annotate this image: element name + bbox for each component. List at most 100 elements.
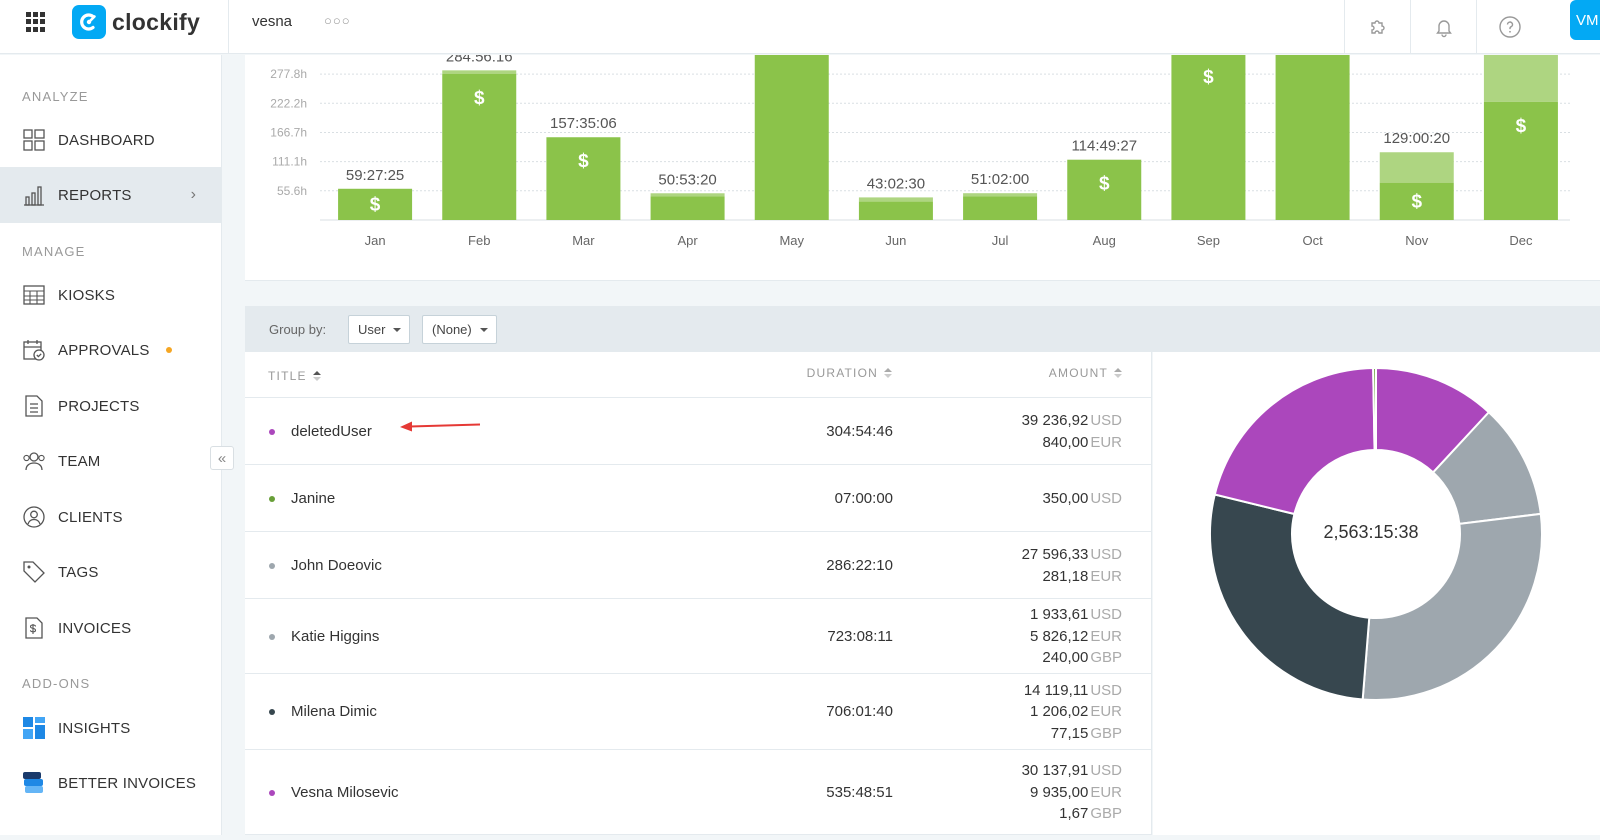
collapse-sidebar-button[interactable]: « bbox=[210, 446, 234, 470]
sidebar-item-approvals[interactable]: APPROVALS bbox=[0, 322, 222, 378]
sidebar-item-team[interactable]: TEAM bbox=[0, 433, 222, 489]
sidebar-item-label: TEAM bbox=[58, 452, 101, 470]
sidebar-item-label: REPORTS bbox=[58, 186, 132, 204]
amount-values: 350,00 USD bbox=[1042, 488, 1122, 510]
currency-code: USD bbox=[1090, 546, 1122, 563]
sidebar-item-label: PROJECTS bbox=[58, 397, 140, 415]
billable-dollar-marker: $ bbox=[1411, 191, 1422, 212]
table-row[interactable]: John Doeovic 286:22:10 27 596,33 USD 281,18 E… bbox=[245, 532, 1152, 599]
sidebar-item-insights[interactable]: INSIGHTS bbox=[0, 700, 222, 756]
bar-billable-segment bbox=[858, 201, 933, 220]
amount-line: 350,00 USD bbox=[1042, 488, 1122, 510]
duration-value: 304:54:46 bbox=[826, 422, 893, 440]
bar-billable-segment bbox=[963, 196, 1038, 220]
bar-billable-segment bbox=[754, 55, 829, 220]
donut-slice[interactable] bbox=[1372, 366, 1377, 452]
sidebar-item-dashboard[interactable]: DASHBOARD bbox=[0, 112, 222, 168]
sidebar-item-label: BETTER INVOICES bbox=[58, 774, 197, 792]
amount-values: 27 596,33 USD 281,18 EUR bbox=[1022, 544, 1122, 587]
currency-code: EUR bbox=[1090, 433, 1122, 451]
bar-nonbillable-segment bbox=[1379, 152, 1454, 183]
bar-data-label: 43:02:30 bbox=[867, 175, 925, 192]
table-row[interactable]: Milena Dimic 706:01:40 14 119,11 USD 1 206,0… bbox=[245, 674, 1152, 750]
bar-nonbillable-segment bbox=[1483, 55, 1558, 102]
bar-data-label: 51:02:00 bbox=[971, 171, 1029, 188]
group-by-bar: Group by: User (None) bbox=[245, 306, 1600, 352]
workspace-divider bbox=[228, 0, 229, 54]
apps-grid-icon[interactable] bbox=[26, 12, 46, 32]
sidebar-item-reports[interactable]: REPORTS › bbox=[0, 167, 222, 223]
workspace-more-button[interactable]: ○○○ bbox=[324, 13, 351, 28]
clockify-logo[interactable]: clockify bbox=[72, 5, 200, 39]
table-row[interactable]: Vesna Milosevic 535:48:51 30 137,91 USD 9 93… bbox=[245, 750, 1152, 835]
help-icon bbox=[1498, 16, 1521, 38]
sidebar-item-label: INSIGHTS bbox=[58, 719, 131, 737]
donut-chart bbox=[1209, 366, 1543, 701]
table-row[interactable]: deletedUser 304:54:46 39 236,92 USD 840,00 EU… bbox=[245, 398, 1152, 465]
group-by-label: Group by: bbox=[269, 322, 327, 337]
donut-slice[interactable] bbox=[1209, 493, 1371, 701]
amount-column-header[interactable]: AMOUNT bbox=[1049, 366, 1122, 380]
bar-billable-segment bbox=[1171, 55, 1246, 220]
bar-data-label: 59:27:25 bbox=[346, 167, 404, 184]
notifications-button[interactable] bbox=[1410, 0, 1476, 54]
sidebar-item-label: APPROVALS bbox=[58, 341, 150, 359]
amount-line: 5 826,12 EUR bbox=[1030, 626, 1122, 648]
billable-dollar-marker: $ bbox=[1099, 174, 1110, 195]
team-icon bbox=[22, 449, 46, 473]
group-by-none-dropdown[interactable]: (None) bbox=[422, 315, 497, 344]
better-invoices-icon bbox=[22, 771, 46, 795]
y-tick-label: 111.1h bbox=[272, 155, 307, 169]
currency-code: USD bbox=[1090, 681, 1122, 699]
user-name: Milena Dimic bbox=[291, 703, 377, 720]
x-tick-label: Jul bbox=[992, 233, 1009, 248]
sort-icon bbox=[312, 371, 321, 381]
x-tick-label: Jan bbox=[365, 233, 386, 248]
sort-icon bbox=[1114, 368, 1122, 378]
donut-slice[interactable] bbox=[1361, 512, 1543, 701]
projects-icon bbox=[22, 394, 46, 418]
duration-value: 07:00:00 bbox=[834, 489, 893, 507]
workspace-name[interactable]: vesna bbox=[252, 13, 293, 30]
x-tick-label: Jun bbox=[885, 233, 906, 248]
sidebar-item-invoices[interactable]: INVOICES bbox=[0, 600, 222, 656]
approvals-badge-dot bbox=[165, 347, 172, 353]
group-by-user-dropdown[interactable]: User bbox=[348, 315, 410, 344]
duration-value: 535:48:51 bbox=[826, 783, 893, 801]
user-color-dot bbox=[269, 495, 275, 502]
section-manage: MANAGE bbox=[22, 244, 86, 259]
amount-value: 27 596,33 bbox=[1021, 546, 1089, 563]
sidebar-item-better-invoices[interactable]: BETTER INVOICES bbox=[0, 755, 222, 811]
sidebar-item-label: INVOICES bbox=[58, 619, 132, 637]
user-avatar[interactable]: VM bbox=[1570, 0, 1600, 40]
donut-slice[interactable] bbox=[1213, 367, 1376, 516]
x-tick-label: Nov bbox=[1405, 233, 1429, 248]
amount-line: 281,18 EUR bbox=[1022, 566, 1122, 588]
amount-line: 1,67 GBP bbox=[1022, 803, 1122, 825]
user-name: John Doeovic bbox=[291, 556, 382, 574]
sidebar-item-kiosks[interactable]: KIOSKS bbox=[0, 267, 222, 323]
currency-code: EUR bbox=[1090, 627, 1122, 645]
table-header: TITLE DURATION AMOUNT bbox=[245, 352, 1152, 398]
section-analyze: ANALYZE bbox=[22, 89, 89, 104]
table-row[interactable]: Katie Higgins 723:08:11 1 933,61 USD 5 826,1… bbox=[245, 599, 1152, 674]
insights-icon bbox=[22, 716, 46, 740]
duration-column-header[interactable]: DURATION bbox=[807, 366, 892, 380]
sidebar-item-clients[interactable]: CLIENTS bbox=[0, 489, 222, 545]
table-row[interactable]: Janine 07:00:00 350,00 USD bbox=[245, 465, 1152, 532]
sort-icon bbox=[884, 368, 892, 378]
bar-nonbillable-segment bbox=[963, 193, 1038, 197]
sidebar-item-tags[interactable]: TAGS bbox=[0, 544, 222, 600]
dashboard-icon bbox=[22, 128, 46, 152]
title-column-header[interactable]: TITLE bbox=[268, 369, 321, 383]
approvals-icon bbox=[22, 338, 46, 362]
sidebar-item-projects[interactable]: PROJECTS bbox=[0, 378, 222, 434]
amount-values: 30 137,91 USD 9 935,00 EUR 1,67 GBP bbox=[1022, 760, 1122, 825]
extensions-button[interactable] bbox=[1344, 0, 1410, 54]
amount-values: 14 119,11 USD 1 206,02 EUR 77,15 GBP bbox=[1024, 680, 1122, 745]
clockify-logo-icon bbox=[72, 5, 106, 39]
bell-icon bbox=[1435, 20, 1452, 38]
user-name: Vesna Milosevic bbox=[291, 783, 399, 801]
help-button[interactable] bbox=[1476, 0, 1542, 54]
currency-code: EUR bbox=[1090, 567, 1122, 585]
